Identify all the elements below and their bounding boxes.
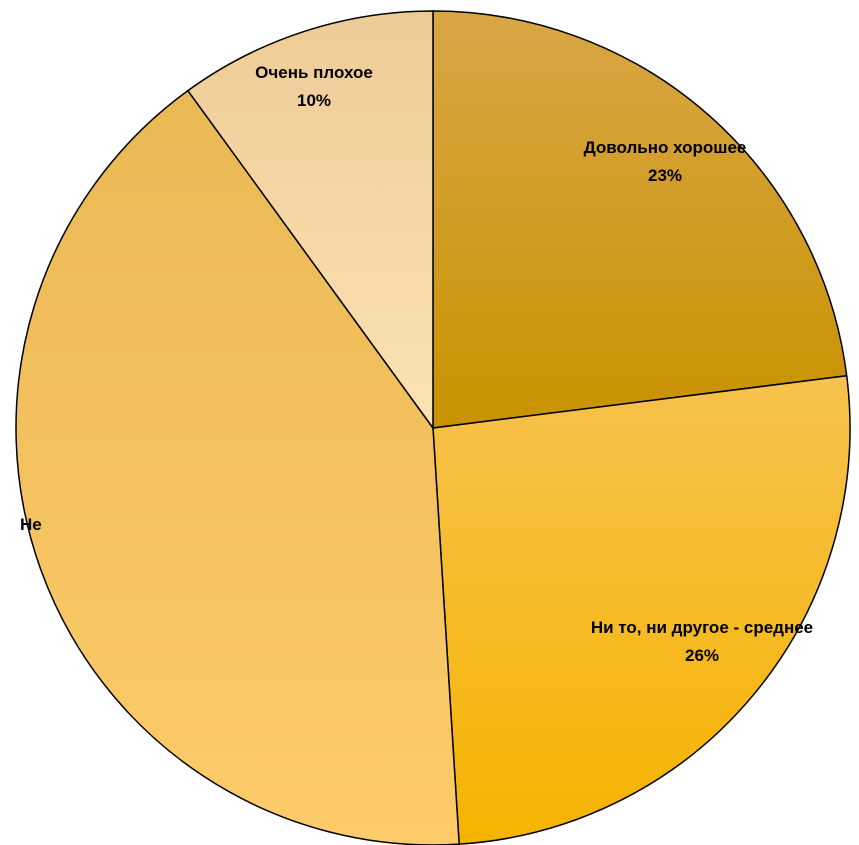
- pie-labels: Довольно хорошее 23% Ни то, ни другое - ср…: [20, 63, 813, 665]
- slice-category-label: Очень плохое: [255, 63, 373, 82]
- pie-slice: [186, 10, 434, 431]
- slice-category-label: Не: [20, 515, 42, 534]
- slice-category-label: Ни то, ни другое - среднее: [591, 618, 813, 637]
- pie-slice: [432, 374, 851, 845]
- pie-slices: [15, 10, 851, 845]
- slice-category-label: Довольно хорошее: [584, 138, 747, 157]
- slice-percent-label: 23%: [648, 166, 682, 185]
- slice-percent-label: 26%: [685, 646, 719, 665]
- slice-percent-label: 10%: [297, 91, 331, 110]
- pie-slice: [15, 89, 460, 845]
- pie-slice: [432, 10, 848, 429]
